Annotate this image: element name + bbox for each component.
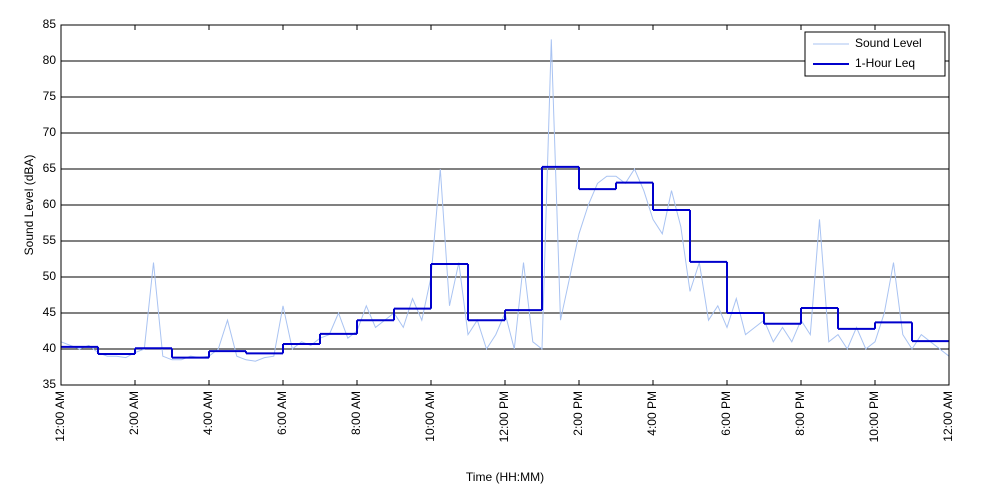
x-tick-label: 8:00 PM xyxy=(793,391,807,436)
x-axis-label: Time (HH:MM) xyxy=(466,470,544,484)
y-tick-label: 65 xyxy=(43,161,57,175)
y-tick-label: 75 xyxy=(43,89,57,103)
x-tick-label: 6:00 AM xyxy=(275,391,289,435)
y-axis-label: Sound Level (dBA) xyxy=(22,155,36,256)
legend-label: Sound Level xyxy=(855,36,922,50)
legend: Sound Level 1-Hour Leq xyxy=(804,31,946,77)
x-tick-label: 12:00 PM xyxy=(497,391,511,442)
x-tick-label: 12:00 AM xyxy=(941,391,955,442)
y-tick-label: 80 xyxy=(43,53,57,67)
y-tick-label: 55 xyxy=(43,233,57,247)
y-tick-label: 40 xyxy=(43,341,57,355)
x-tick-label: 4:00 PM xyxy=(645,391,659,436)
plot-frame xyxy=(60,24,950,386)
x-tick-label: 8:00 AM xyxy=(349,391,363,435)
y-tick-label: 45 xyxy=(43,305,57,319)
y-tick-label: 70 xyxy=(43,125,57,139)
x-tick-label: 12:00 AM xyxy=(53,391,67,442)
x-tick-label: 10:00 PM xyxy=(867,391,881,442)
x-tick-label: 4:00 AM xyxy=(201,391,215,435)
x-tick-label: 6:00 PM xyxy=(719,391,733,436)
y-tick-label: 60 xyxy=(43,197,57,211)
y-tick-label: 35 xyxy=(43,377,57,391)
y-tick-label: 50 xyxy=(43,269,57,283)
x-tick-label: 2:00 PM xyxy=(571,391,585,436)
legend-box xyxy=(804,31,946,77)
y-tick-label: 85 xyxy=(43,17,57,31)
x-tick-label: 10:00 AM xyxy=(423,391,437,442)
x-tick-label: 2:00 AM xyxy=(127,391,141,435)
legend-label: 1-Hour Leq xyxy=(855,56,915,70)
